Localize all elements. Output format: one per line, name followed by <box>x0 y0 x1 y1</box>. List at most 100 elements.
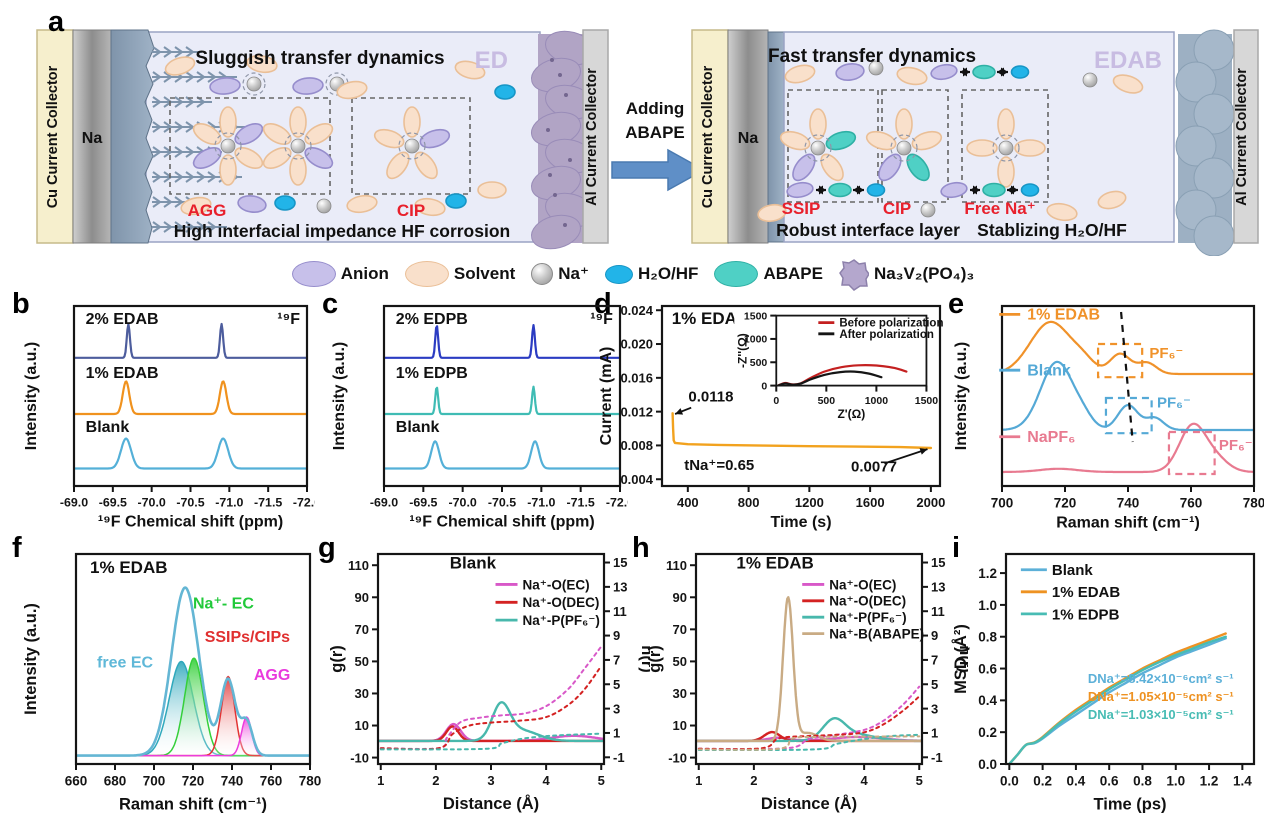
y-tick-label: -10 <box>350 750 369 765</box>
na-ion <box>896 140 912 156</box>
annotation: PF₆⁻ <box>1149 345 1183 362</box>
y-tick-label: 0.4 <box>978 693 997 708</box>
series-n(r) Na⁺-P(PF₆⁻) <box>379 732 603 751</box>
y-tick-label: 0.004 <box>620 472 653 487</box>
solvation-shell <box>992 134 1020 162</box>
solvation-shell <box>398 132 426 160</box>
na-label-left: Na <box>82 130 103 147</box>
water-ellipse <box>494 84 516 100</box>
na-anode-right <box>727 29 769 244</box>
legend-item: H₂O/HF <box>604 264 698 284</box>
x-tick-label: 4 <box>543 773 551 788</box>
adding-abape-arrow <box>611 148 706 192</box>
anion-ellipse <box>786 181 814 199</box>
solvent-ellipse <box>784 64 816 84</box>
cathode-speckle <box>564 93 568 97</box>
y-tick-label: 90 <box>355 590 369 605</box>
left-bottom-text: High interfacial impedance HF corrosion <box>174 221 510 241</box>
legend-label: 1% EDAB <box>1052 584 1121 601</box>
schematic-panel-a: Sluggish transfer dynamics ED Cu Current… <box>36 29 1259 256</box>
series-Na⁺-O(DEC) <box>378 725 604 743</box>
x-axis-label: Z'(Ω) <box>837 407 865 421</box>
y-axis-label: MSD (Å²) <box>951 624 970 694</box>
panel-label-b: b <box>12 288 30 320</box>
agg-label: AGG <box>188 201 227 220</box>
annotation: 2% EDAB <box>86 311 159 328</box>
legend-label: Na⁺-O(EC) <box>523 577 590 592</box>
x-tick-label: 3 <box>487 773 494 788</box>
solvent-ellipse <box>219 154 237 186</box>
abape-ellipse <box>982 182 1006 198</box>
x-tick-label: 2 <box>432 773 439 788</box>
series-Na⁺-O(EC) <box>378 722 604 743</box>
chart-f: 660 680 700 720 740 760 780 Raman shift (cm⁻¹) I… <box>22 552 322 814</box>
al-label-left: Al Current Collector <box>584 68 600 206</box>
panel-d: 400 800 1200 1600 2000 0.004 0.008 0.012 0.016 0.… <box>598 298 950 545</box>
cip-label-left: CIP <box>397 201 425 220</box>
chart-g: 1 2 3 4 5-101030507090110-113579111315Distan… <box>328 552 656 813</box>
y-tick-label: 0 <box>761 380 767 392</box>
y-axis-label: g(r) <box>646 645 664 673</box>
legend-label: Na⁺-O(EC) <box>829 577 896 592</box>
solvent-ellipse <box>865 130 897 151</box>
x-tick-label: -69.0 <box>60 495 88 509</box>
dendrite <box>152 46 202 58</box>
annotation: Blank <box>396 419 440 436</box>
water-ellipse <box>1010 65 1030 79</box>
y2-tick-label: 9 <box>931 628 938 643</box>
y2-tick-label: -1 <box>931 750 943 765</box>
annotation: DNa⁺=1.05×10⁻⁵cm² s⁻¹ <box>1088 689 1234 704</box>
na-ion <box>220 138 236 154</box>
x-axis-label: Distance (Å) <box>443 794 539 813</box>
solvent-ellipse <box>809 108 827 140</box>
solvation-shell <box>804 134 832 162</box>
x-tick-label: -70.5 <box>488 495 516 509</box>
legend-label: Na⁺-P(PF₆⁻) <box>829 610 906 625</box>
solvent-ellipse <box>289 106 307 138</box>
h-o-hf-icon <box>604 264 633 284</box>
y2-tick-label: 3 <box>613 701 620 716</box>
x-tick-label: 780 <box>299 774 322 789</box>
na-ion <box>246 76 262 92</box>
panel-b: -69.0 -69.5 -70.0 -70.5 -71.0 -71.5 -72.0 ¹⁹F C… <box>20 298 321 545</box>
series-group <box>671 412 933 450</box>
cathode-speckle <box>553 193 557 197</box>
anion-ellipse <box>419 128 451 149</box>
solvent-ellipse <box>1097 190 1127 210</box>
na-ion <box>868 60 884 76</box>
annotation: SSIPs/CIPs <box>205 629 290 646</box>
arrowhead <box>675 408 684 415</box>
series-group <box>1002 320 1254 474</box>
solvent-ellipse <box>180 196 212 216</box>
solvent-ellipse <box>896 66 928 86</box>
x-tick-label: 5 <box>598 773 605 788</box>
x-tick-label: 1 <box>377 773 384 788</box>
x-tick-label: 660 <box>65 774 88 789</box>
y-tick-label: 30 <box>355 686 369 701</box>
series-fill-AGG <box>76 717 310 756</box>
annotation: 1% EDAB <box>1027 307 1100 324</box>
y-tick-label: 1500 <box>744 310 768 322</box>
x-tick-label: 0.8 <box>1133 774 1152 789</box>
x-tick-label: -69.5 <box>99 495 127 509</box>
dashed-box <box>1167 430 1216 476</box>
anion-ellipse <box>930 63 958 81</box>
panel-e: 700 720 740 760 780 Raman shift (cm⁻¹) Intensi… <box>950 298 1265 545</box>
x-tick-label: 720 <box>182 774 205 789</box>
cathode-bump <box>1175 61 1217 103</box>
series-group <box>76 586 310 757</box>
al-collector-left <box>582 29 609 244</box>
inset-bg <box>734 309 935 418</box>
y-axis-label: Current (mA) <box>598 347 615 446</box>
x-tick-label: 700 <box>143 774 166 789</box>
anion-ellipse <box>234 122 264 146</box>
annotation: Blank <box>450 554 497 573</box>
legend-item: Na⁺ <box>531 263 589 285</box>
legend-label: Blank <box>1052 562 1094 579</box>
y-axis-label: g(r) <box>328 645 346 673</box>
anion-icon <box>291 261 336 287</box>
y2-tick-label: 15 <box>931 555 945 570</box>
annotation: DNa⁺=8.42×10⁻⁶cm² s⁻¹ <box>1088 671 1234 686</box>
x-tick-label: 1600 <box>856 495 885 510</box>
